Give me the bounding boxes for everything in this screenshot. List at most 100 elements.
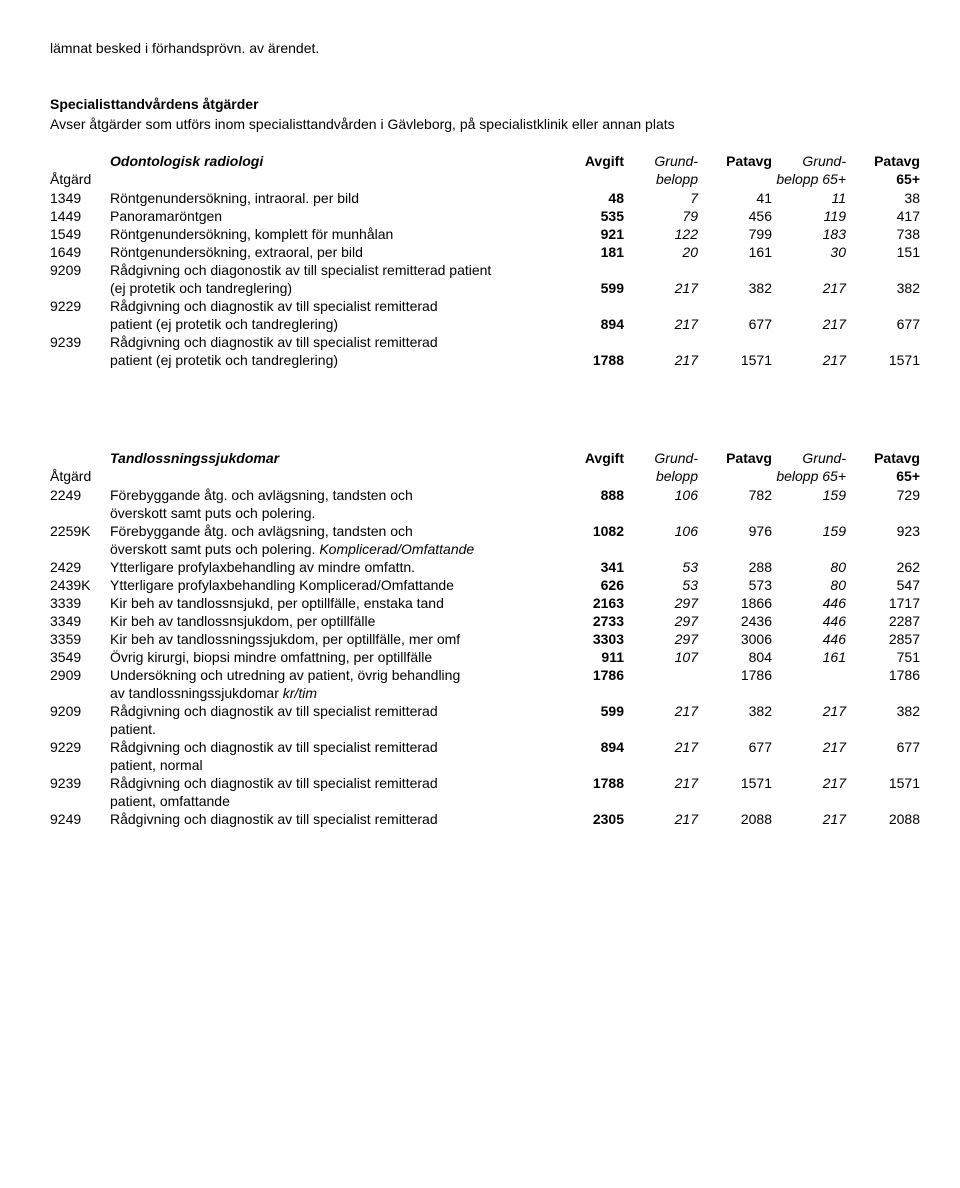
row-value (550, 504, 624, 522)
row-description: Rådgivning och diagnostik av till specia… (110, 702, 550, 720)
row-value: 804 (698, 648, 772, 666)
col-belopp2: belopp 65+ (772, 467, 846, 486)
row-code (50, 279, 110, 297)
row-value (772, 684, 846, 702)
row-value: 3303 (550, 630, 624, 648)
row-value: 547 (846, 576, 920, 594)
row-value: 382 (846, 702, 920, 720)
row-description: Rådgivning och diagnostik av till specia… (110, 333, 550, 351)
row-value: 217 (624, 738, 698, 756)
row-value (624, 720, 698, 738)
table-row: 9249Rådgivning och diagnostik av till sp… (50, 810, 920, 828)
row-value: 1866 (698, 594, 772, 612)
row-value: 7 (624, 189, 698, 207)
table-row: 1449Panoramaröntgen53579456119417 (50, 207, 920, 225)
row-value: 119 (772, 207, 846, 225)
row-description: Undersökning och utredning av patient, ö… (110, 666, 550, 684)
row-value: 382 (698, 279, 772, 297)
row-value (772, 756, 846, 774)
row-value: 382 (698, 702, 772, 720)
row-description: Kir beh av tandlossningssjukdom, per opt… (110, 630, 550, 648)
row-value: 217 (772, 702, 846, 720)
row-value: 2088 (698, 810, 772, 828)
row-value: 288 (698, 558, 772, 576)
row-description: Kir beh av tandlossnsjukd, per optillfäl… (110, 594, 550, 612)
row-value: 1717 (846, 594, 920, 612)
row-value: 297 (624, 630, 698, 648)
row-value: 1786 (698, 666, 772, 684)
row-value: 782 (698, 486, 772, 504)
row-value: 106 (624, 522, 698, 540)
row-code: 1649 (50, 243, 110, 261)
row-code: 3549 (50, 648, 110, 666)
row-value: 446 (772, 594, 846, 612)
row-value (772, 333, 846, 351)
table-row: överskott samt puts och polering. (50, 504, 920, 522)
col-atgard: Åtgärd (50, 467, 110, 486)
row-code: 3359 (50, 630, 110, 648)
row-value: 2287 (846, 612, 920, 630)
row-description: patient (ej protetik och tandreglering) (110, 351, 550, 369)
row-value: 80 (772, 558, 846, 576)
row-description: patient (ej protetik och tandreglering) (110, 315, 550, 333)
row-code (50, 756, 110, 774)
row-value: 2733 (550, 612, 624, 630)
row-value (846, 297, 920, 315)
col-p65: 65+ (846, 467, 920, 486)
table-row: 9209Rådgivning och diagonostik av till s… (50, 261, 920, 279)
row-value (624, 504, 698, 522)
table-row: 9229Rådgivning och diagnostik av till sp… (50, 297, 920, 315)
row-value (846, 756, 920, 774)
row-code: 1449 (50, 207, 110, 225)
col-grund1: Grund- (624, 449, 698, 467)
row-value: 106 (624, 486, 698, 504)
row-value: 1788 (550, 774, 624, 792)
row-description: Rådgivning och diagnostik av till specia… (110, 738, 550, 756)
table-heading: Odontologisk radiologi (110, 152, 550, 170)
col-avgift: Avgift (550, 152, 624, 170)
row-value: 53 (624, 576, 698, 594)
row-code: 3349 (50, 612, 110, 630)
row-code: 9229 (50, 738, 110, 756)
row-value: 297 (624, 594, 698, 612)
row-value: 217 (772, 351, 846, 369)
row-value: 217 (772, 810, 846, 828)
table-row: 2909Undersökning och utredning av patien… (50, 666, 920, 684)
row-value: 151 (846, 243, 920, 261)
row-value: 217 (772, 738, 846, 756)
row-value: 161 (698, 243, 772, 261)
row-value: 1571 (846, 774, 920, 792)
row-value: 599 (550, 279, 624, 297)
col-patavg1: Patavg (698, 449, 772, 467)
row-value: 677 (698, 738, 772, 756)
row-value (772, 720, 846, 738)
row-value (550, 540, 624, 558)
row-value: 53 (624, 558, 698, 576)
row-value: 122 (624, 225, 698, 243)
row-value (550, 261, 624, 279)
row-value: 183 (772, 225, 846, 243)
row-value: 262 (846, 558, 920, 576)
table-row: 2429Ytterligare profylaxbehandling av mi… (50, 558, 920, 576)
row-description: Rådgivning och diagnostik av till specia… (110, 297, 550, 315)
row-value (698, 504, 772, 522)
row-code: 2259K (50, 522, 110, 540)
col-patavg1: Patavg (698, 152, 772, 170)
row-value (550, 684, 624, 702)
row-description: Rådgivning och diagonostik av till speci… (110, 261, 550, 279)
table-row: patient, normal (50, 756, 920, 774)
row-value: 161 (772, 648, 846, 666)
row-value (698, 540, 772, 558)
row-value: 738 (846, 225, 920, 243)
row-value: 888 (550, 486, 624, 504)
row-code: 9249 (50, 810, 110, 828)
row-value (772, 792, 846, 810)
row-description: Panoramaröntgen (110, 207, 550, 225)
col-patavg2: Patavg (846, 152, 920, 170)
row-code: 9209 (50, 261, 110, 279)
row-value: 2163 (550, 594, 624, 612)
row-value (772, 504, 846, 522)
pricing-section: TandlossningssjukdomarAvgiftGrund-Patavg… (50, 449, 910, 828)
row-value: 217 (624, 774, 698, 792)
table-row: 2249Förebyggande åtg. och avlägsning, ta… (50, 486, 920, 504)
